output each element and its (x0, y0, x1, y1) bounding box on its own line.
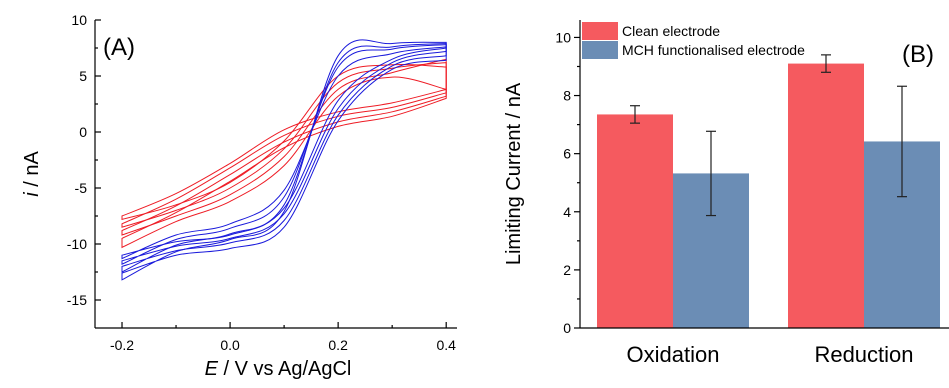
cv-curve-functionalised-7 (121, 39, 447, 281)
category-label-reduction: Reduction (814, 342, 913, 367)
cv-panel-label: (A) (103, 34, 135, 61)
cv-x-tick-label: 0.0 (220, 337, 240, 353)
bar-y-axis-title: Limiting Current / nA (503, 82, 525, 265)
cv-y-ticks: -15 -10 -5 0 5 10 (67, 12, 101, 308)
bar-y-tick-label: 10 (555, 29, 571, 45)
cv-panel: -15 -10 -5 0 5 10 -0.2 0.0 0.2 0.4 (A) E / V vs … (21, 12, 457, 380)
cv-curve-functionalised-6 (121, 42, 447, 273)
cv-x-axis-title-symbol: E (205, 358, 219, 380)
cv-x-tick-label: -0.2 (110, 337, 134, 353)
cv-curve-clean-1 (121, 62, 447, 228)
cv-x-ticks: -0.2 0.0 0.2 0.4 (110, 322, 456, 353)
cv-x-tick-label: 0.4 (436, 337, 456, 353)
cv-y-tick-label: -5 (75, 180, 88, 196)
cv-y-tick-label: 5 (79, 68, 87, 84)
bar-reduction-clean (788, 63, 864, 329)
cv-y-axis-title: i / nA (21, 151, 43, 197)
bar-category-labels: Oxidation Reduction (627, 342, 914, 367)
cv-y-tick-label: 0 (79, 124, 87, 140)
cv-y-tick-label: -15 (67, 292, 87, 308)
bar-y-ticks: 0 2 4 6 8 10 (555, 29, 580, 336)
legend-swatch-clean-electrode (582, 22, 618, 40)
cv-curve-clean-3 (121, 76, 447, 249)
legend: Clean electrode MCH functionalised elect… (582, 22, 805, 59)
bar-panel-label: (B) (902, 41, 934, 68)
cv-curve-clean-2 (121, 58, 447, 236)
cv-x-axis-title: E / V vs Ag/AgCl (205, 358, 352, 380)
cv-x-axis-title-rest: / V vs Ag/AgCl (218, 358, 351, 380)
category-label-oxidation: Oxidation (627, 342, 720, 367)
cv-curve-clean-0 (121, 63, 447, 221)
bar-y-tick-label: 4 (563, 204, 571, 220)
cv-y-axis-title-symbol: i (21, 192, 43, 197)
cv-y-tick-label: -10 (67, 236, 87, 252)
legend-label-clean-electrode: Clean electrode (622, 23, 720, 39)
cv-y-axis-title-rest: / nA (21, 151, 43, 193)
legend-swatch-mch-functionalised-electrode (582, 41, 618, 59)
bar-marks (597, 54, 940, 329)
bar-y-tick-label: 6 (563, 146, 571, 162)
bar-oxidation-clean (597, 114, 673, 328)
bar-y-tick-label: 2 (563, 262, 571, 278)
bar-panel: 0 2 4 6 8 10 Oxidation Reduction Clean electro… (503, 20, 949, 367)
cv-x-tick-label: 0.2 (328, 337, 348, 353)
cv-y-tick-label: 10 (71, 12, 87, 28)
legend-label-mch-functionalised-electrode: MCH functionalised electrode (622, 42, 805, 58)
bar-y-tick-label: 8 (563, 88, 571, 104)
cv-curves (121, 39, 447, 281)
bar-y-tick-label: 0 (563, 320, 571, 336)
